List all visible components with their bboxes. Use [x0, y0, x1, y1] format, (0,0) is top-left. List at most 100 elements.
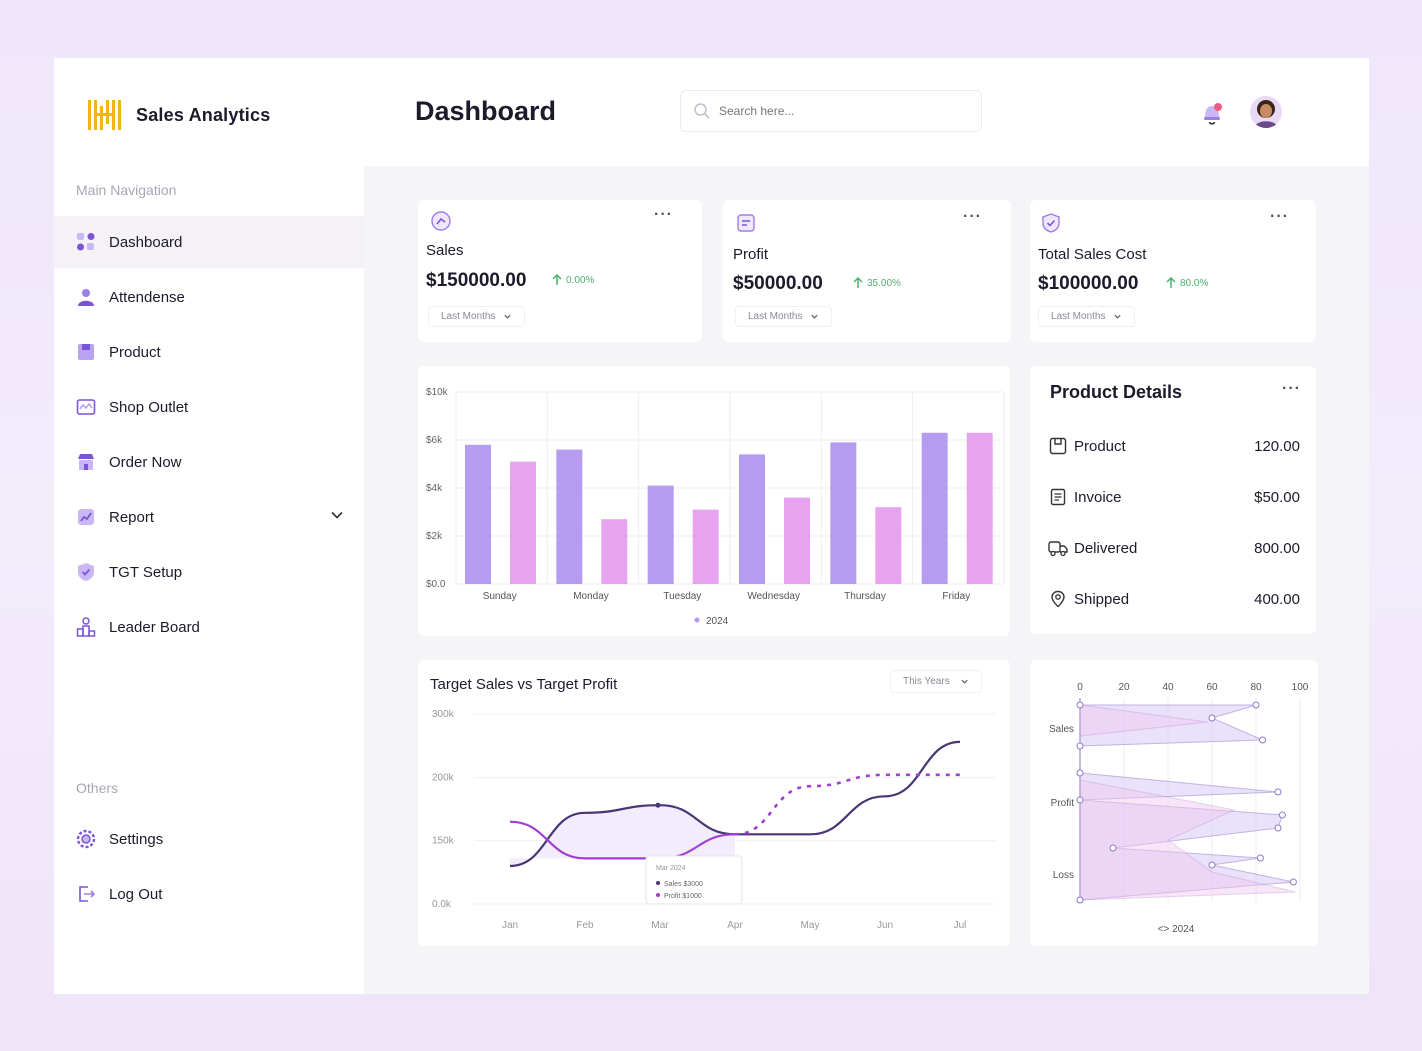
y-tick-label: 150k	[432, 836, 455, 847]
more-options-icon[interactable]: ···	[1270, 208, 1289, 225]
data-point	[1076, 796, 1084, 804]
sidebar-item-shop-outlet[interactable]: Shop Outlet	[54, 381, 364, 433]
logo[interactable]: Sales Analytics	[86, 96, 270, 134]
sales-card: ··· Sales $150000.00 0.00% Last Months	[418, 200, 702, 342]
x-tick-label: Feb	[576, 920, 594, 931]
data-point	[1076, 769, 1084, 777]
x-tick-label: Jun	[877, 920, 893, 931]
sidebar-item-product[interactable]: Product	[54, 326, 364, 378]
tooltip-line: Sales $3000	[664, 881, 703, 888]
product-detail-row-invoice: Invoice $50.00	[1048, 487, 1300, 507]
data-point	[1076, 701, 1084, 709]
avatar[interactable]	[1250, 96, 1282, 128]
sidebar-item-report[interactable]: Report	[54, 491, 364, 543]
profit-icon	[737, 214, 755, 232]
search-input[interactable]	[719, 104, 959, 118]
sidebar-item-leader-board[interactable]: Leader Board	[54, 601, 364, 653]
more-options-icon[interactable]: ···	[654, 206, 673, 223]
data-point	[1252, 701, 1260, 709]
stat-change: 35.00%	[853, 277, 901, 289]
sidebar-item-label: Dashboard	[109, 233, 183, 251]
data-point	[1259, 736, 1267, 744]
target-sales-profit-chart: 0.0k 150k 200k 300k Jan Feb Mar Apr May Jun Jul Mar…	[432, 709, 996, 931]
shipped-icon	[1048, 589, 1068, 609]
chevron-down-icon	[961, 679, 968, 684]
logout-icon	[76, 884, 96, 904]
arrow-up-icon	[552, 274, 562, 285]
weekly-bar-chart-card: $0.0 $2k $4k $6k $10k Sunday Monday Tuesday Wedn…	[418, 366, 1010, 636]
sidebar-item-dashboard[interactable]: Dashboard	[54, 216, 364, 268]
store-icon	[76, 452, 96, 472]
x-tick-label: 0	[1077, 682, 1083, 693]
period-dropdown[interactable]: Last Months	[428, 306, 526, 327]
stat-value: $50000.00	[733, 273, 823, 294]
area-fill	[510, 805, 735, 866]
y-tick-label: Loss	[1053, 870, 1074, 881]
bar	[601, 519, 628, 584]
bar	[739, 454, 765, 584]
stat-change: 80.0%	[1166, 277, 1208, 289]
series-area	[1079, 704, 1296, 901]
product-detail-row-shipped: Shipped 400.00	[1048, 589, 1300, 609]
product-details-title: Product Details	[1050, 382, 1183, 402]
x-tick-label: 60	[1206, 682, 1218, 693]
shop-outlet-icon	[76, 397, 96, 417]
more-options-icon[interactable]: ···	[1282, 380, 1301, 397]
page-title: Dashboard	[415, 96, 557, 126]
product-details-card: Product Details ··· Product 120.00 Invoi…	[1030, 366, 1316, 634]
leaderboard-icon	[76, 617, 96, 637]
dashboard-icon	[76, 232, 96, 252]
y-tick-label: $0.0	[426, 579, 446, 590]
chevron-down-icon[interactable]	[330, 508, 344, 526]
x-tick-label: Apr	[727, 920, 743, 931]
logo-icon	[88, 100, 121, 130]
profit-card: ··· Profit $50000.00 35.00% Last Months	[723, 200, 1011, 342]
bell-icon	[1204, 103, 1222, 125]
tooltip-marker	[656, 881, 660, 885]
y-tick-label: $10k	[426, 387, 449, 398]
product-detail-row-product: Product 120.00	[1048, 436, 1300, 456]
tooltip-marker	[656, 893, 660, 897]
sidebar-item-attendense[interactable]: Attendense	[54, 271, 364, 323]
main-navigation-label: Main Navigation	[76, 182, 177, 198]
period-dropdown[interactable]: Last Months	[735, 306, 833, 327]
gear-icon	[76, 829, 96, 849]
search-box[interactable]	[680, 90, 982, 132]
x-tick-label: Wednesday	[747, 591, 800, 602]
more-options-icon[interactable]: ···	[963, 208, 982, 225]
chart-tooltip: Mar 2024 Sales $3000 Profit $1000	[645, 855, 743, 905]
bar	[556, 449, 583, 584]
year-filter-dropdown[interactable]: This Years	[890, 670, 982, 693]
data-point	[1278, 811, 1286, 819]
chart-title: Target Sales vs Target Profit	[430, 676, 618, 693]
x-tick-label: Tuesday	[663, 591, 701, 602]
data-point	[1076, 742, 1084, 750]
arrow-up-icon	[853, 277, 863, 288]
sidebar-item-order-now[interactable]: Order Now	[54, 436, 364, 488]
stat-title: Sales	[426, 242, 464, 259]
sidebar-item-label: Order Now	[109, 453, 182, 471]
sales-profit-loss-chart: 0 20 40 60 80 100 Sales Profit Loss <> 2024	[1049, 682, 1309, 935]
data-point	[1208, 861, 1216, 869]
y-tick-label: 300k	[432, 709, 455, 720]
sidebar-item-label: Product	[109, 343, 161, 361]
sales-profit-loss-card: 0 20 40 60 80 100 Sales Profit Loss <> 2024	[1030, 660, 1318, 946]
tooltip-line: Profit $1000	[664, 893, 702, 900]
x-tick-label: Sunday	[483, 591, 517, 602]
sidebar-item-tgt-setup[interactable]: TGT Setup	[54, 546, 364, 598]
y-tick-label: $4k	[426, 483, 443, 494]
legend-label: 2024	[706, 616, 729, 627]
bar	[875, 507, 902, 584]
x-tick-label: 40	[1162, 682, 1174, 693]
sidebar-item-settings[interactable]: Settings	[54, 813, 364, 865]
sidebar-item-log-out[interactable]: Log Out	[54, 868, 364, 920]
target-sales-profit-card: Target Sales vs Target Profit This Years…	[418, 660, 1010, 946]
report-icon	[76, 507, 96, 527]
notification-button[interactable]	[1196, 96, 1230, 130]
others-nav: Settings Log Out	[54, 813, 364, 923]
tooltip-box	[645, 855, 743, 905]
bar	[830, 442, 857, 584]
x-tick-label: 100	[1292, 682, 1309, 693]
chevron-down-icon	[811, 314, 819, 319]
period-dropdown[interactable]: Last Months	[1038, 306, 1136, 327]
